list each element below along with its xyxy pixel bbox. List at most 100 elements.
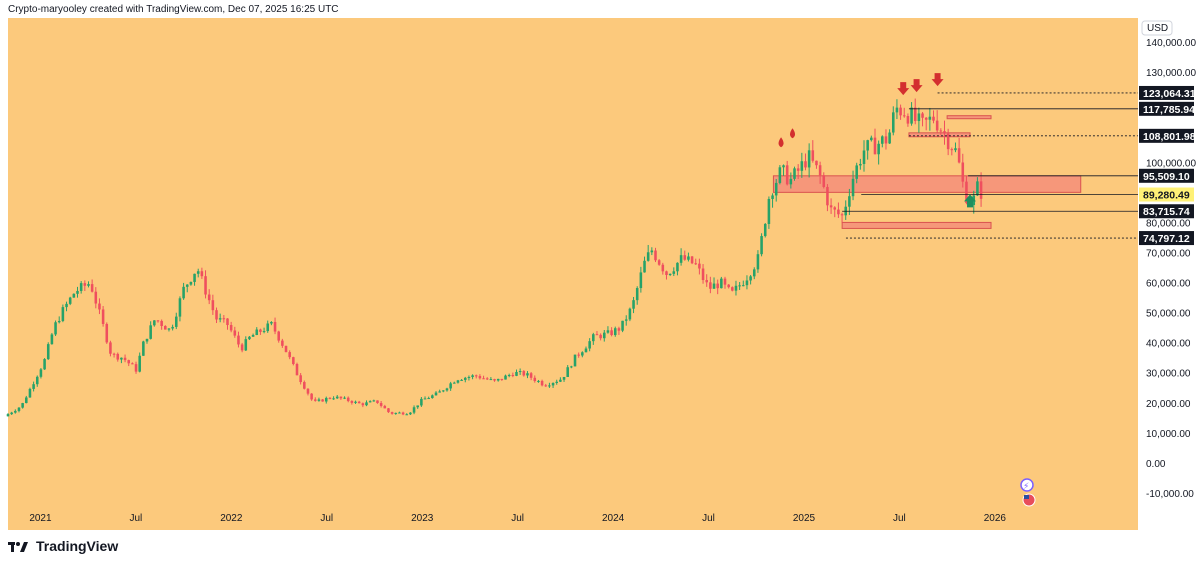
candle-body: [204, 276, 207, 295]
candle-body: [142, 341, 145, 356]
candle-body: [167, 328, 171, 330]
candle-body: [306, 388, 310, 394]
candle-body: [935, 120, 939, 131]
candle-body: [939, 130, 943, 132]
candle-body: [606, 330, 610, 333]
y-tick-label: 80,000.00: [1146, 218, 1191, 229]
supply-demand-zone: [946, 115, 992, 120]
candle-body: [178, 298, 182, 317]
candle-body: [21, 403, 24, 408]
candle-body: [676, 262, 679, 272]
candle-body: [233, 330, 237, 336]
candle-body: [237, 335, 240, 345]
candle-body: [25, 397, 28, 404]
candle-body: [742, 285, 745, 287]
candle-body: [657, 260, 661, 265]
candle-body: [270, 321, 273, 324]
candle-body: [123, 357, 127, 361]
candle-body: [716, 283, 719, 289]
price-level-layer: [842, 92, 1138, 239]
candle-body: [288, 352, 291, 358]
candle-body: [873, 137, 877, 155]
candle-body: [10, 412, 13, 415]
candle-body: [489, 379, 493, 381]
event-icon[interactable]: [1020, 478, 1034, 492]
price-label: 123,064.31: [1143, 88, 1196, 100]
candle-body: [14, 410, 17, 413]
candle-body: [635, 288, 639, 301]
candle-body: [603, 332, 606, 339]
candle-body: [752, 269, 756, 277]
candle-body: [720, 278, 723, 289]
candle-body: [248, 336, 251, 340]
candle-body: [138, 355, 141, 372]
zone-layer: [772, 115, 1082, 229]
candle-body: [83, 283, 87, 286]
candle-body: [259, 329, 262, 332]
candle-body: [478, 376, 482, 379]
price-label: 108,801.98: [1143, 131, 1196, 143]
candle-body: [222, 318, 226, 320]
candle-body: [928, 116, 932, 120]
candle-body: [54, 322, 57, 335]
x-tick-label: 2024: [602, 513, 625, 524]
x-axis[interactable]: 2021 Jul 2022 Jul 2023 Jul 2024 Jul 2025 Jul 2026: [29, 513, 1006, 524]
candle-body: [621, 320, 624, 331]
x-tick-label: Jul: [893, 513, 906, 524]
price-label-box: [1139, 85, 1194, 100]
plot-background: [8, 18, 1138, 526]
candle-body: [683, 255, 687, 260]
y-tick-label: 0.00: [1146, 459, 1166, 470]
candle-body: [709, 282, 712, 289]
y-tick-label: 30,000.00: [1146, 369, 1191, 380]
arrow-down-icon: [910, 79, 923, 93]
candle-body: [266, 323, 270, 332]
candle-body: [537, 380, 540, 382]
candle-body: [760, 236, 763, 255]
candle-body: [679, 255, 683, 263]
candle-body: [946, 133, 950, 150]
candle-body: [365, 402, 368, 406]
candle-body: [32, 384, 35, 389]
candle-body: [624, 319, 628, 321]
y-axis[interactable]: -10,000.00 0.00 10,000.00 20,000.00 30,000.0…: [1146, 38, 1196, 500]
price-label-box: [1139, 204, 1194, 219]
currency-badge[interactable]: [1141, 20, 1173, 36]
candle-body: [339, 396, 343, 399]
candle-body: [211, 300, 215, 311]
candle-body: [910, 107, 913, 124]
candle-body: [273, 321, 277, 332]
candle-body: [661, 264, 665, 272]
candle-body: [394, 412, 398, 414]
candle-body: [109, 342, 112, 354]
x-tick-label: 2021: [29, 513, 52, 524]
candle-body: [818, 165, 822, 176]
candle-body: [855, 165, 858, 179]
candle-body: [976, 181, 979, 196]
candle-body: [277, 331, 280, 341]
candle-body: [226, 318, 229, 326]
x-tick-label: Jul: [129, 513, 142, 524]
candle-body: [782, 165, 785, 168]
candle-body: [398, 412, 401, 414]
candle-body: [829, 205, 833, 208]
candle-body: [767, 198, 771, 224]
candle-body: [581, 352, 584, 356]
candle-body: [533, 377, 537, 382]
candle-body: [401, 412, 405, 415]
candle-body: [460, 379, 463, 381]
candle-body: [756, 254, 760, 270]
candle-body: [592, 334, 595, 342]
candle-body: [731, 287, 734, 291]
candle-body: [954, 148, 957, 151]
candle-body: [778, 167, 782, 183]
event-icons[interactable]: ⚡: [1020, 478, 1036, 507]
candle-body: [815, 160, 818, 166]
candle-body: [833, 207, 837, 210]
candle-body: [251, 334, 255, 337]
price-label: 117,785.94: [1143, 104, 1195, 116]
currency-label: USD: [1147, 23, 1168, 34]
candle-body: [39, 369, 43, 377]
candle-body: [57, 320, 61, 323]
